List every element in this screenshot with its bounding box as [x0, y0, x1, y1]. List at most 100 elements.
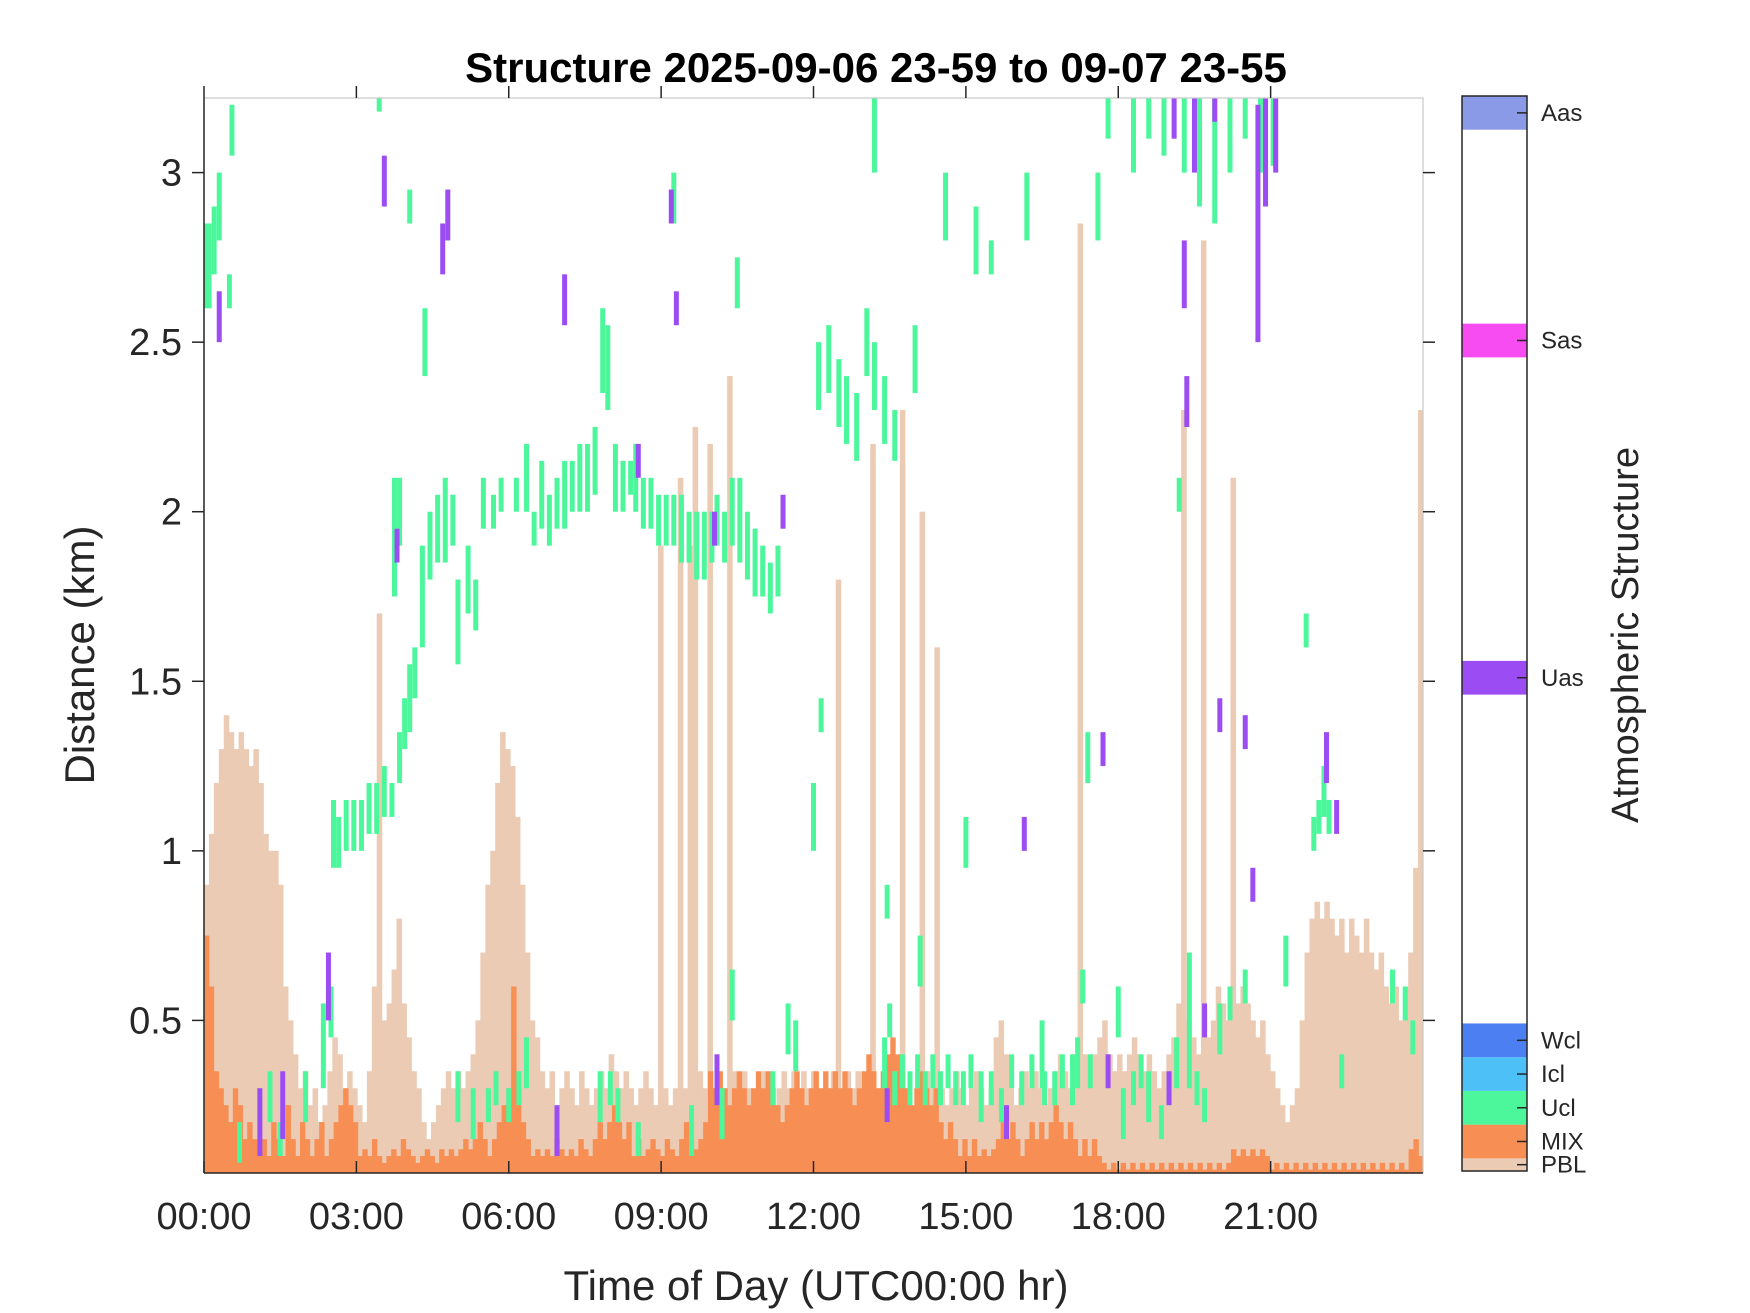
mix-column — [1269, 1169, 1275, 1173]
pbl-column — [1348, 918, 1355, 1173]
ucl-segment — [1410, 1020, 1416, 1055]
pbl-column — [490, 850, 496, 1173]
ucl-segment — [435, 494, 441, 563]
pbl-column — [608, 1054, 615, 1173]
ucl-segment — [531, 511, 537, 546]
mix-column — [487, 1156, 493, 1173]
uas-segment — [554, 1105, 560, 1157]
pbl-column — [579, 1071, 585, 1173]
mix-column — [640, 1156, 647, 1173]
mix-column — [419, 1156, 426, 1173]
mix-column — [1250, 1149, 1256, 1173]
uas-segment — [394, 528, 400, 563]
mix-column — [837, 1088, 843, 1173]
ucl-segment — [943, 172, 949, 241]
mix-column — [1183, 1169, 1189, 1173]
pbl-column — [322, 1105, 328, 1173]
mix-column — [635, 1139, 642, 1173]
mix-column — [1053, 1105, 1059, 1173]
ucl-segment — [1326, 799, 1332, 834]
ucl-segment — [607, 1071, 613, 1106]
pbl-column — [1309, 918, 1316, 1173]
mix-column — [1173, 1169, 1179, 1173]
mix-column — [299, 1122, 306, 1173]
ucl-segment — [844, 376, 850, 444]
pbl-column — [584, 1088, 590, 1173]
pbl-column — [268, 850, 274, 1173]
ucl-segment — [1039, 1020, 1045, 1089]
mix-column — [895, 1054, 901, 1173]
colorbar-tick-label: Icl — [1541, 1061, 1565, 1088]
mix-column — [971, 1139, 978, 1173]
ucl-segment — [1174, 1037, 1180, 1089]
pbl-column — [954, 1071, 960, 1173]
chart-title: Structure 2025-09-06 23-59 to 09-07 23-5… — [465, 44, 1287, 91]
pbl-column — [1279, 1105, 1286, 1173]
pbl-column — [376, 613, 383, 1173]
mix-column — [1211, 1169, 1218, 1173]
mix-column — [914, 1088, 920, 1173]
mix-column — [1149, 1162, 1155, 1173]
x-tick-label: 06:00 — [461, 1196, 556, 1238]
uas-segment — [1171, 98, 1177, 139]
mix-column — [323, 1156, 330, 1173]
mix-column — [751, 1088, 757, 1173]
mix-column — [1255, 1156, 1261, 1173]
pbl-column — [258, 783, 264, 1173]
ucl-segment — [376, 98, 382, 112]
mix-column — [1245, 1156, 1251, 1173]
mix-column — [439, 1149, 445, 1173]
mix-column — [511, 986, 517, 1173]
mix-column — [1274, 1162, 1280, 1173]
ucl-segment — [1019, 1071, 1025, 1106]
mix-column — [1418, 1156, 1423, 1173]
ucl-segment — [671, 494, 677, 546]
mix-column — [1120, 1162, 1127, 1173]
mix-column — [943, 1139, 949, 1173]
mix-column — [1029, 1122, 1035, 1173]
mix-column — [621, 1139, 627, 1173]
pbl-column — [243, 749, 250, 1173]
pbl-column — [421, 1122, 427, 1173]
ucl-segment — [592, 426, 598, 495]
pbl-column — [278, 884, 284, 1173]
ucl-segment — [1042, 1071, 1048, 1106]
pbl-column — [978, 1088, 985, 1173]
mix-column — [1096, 1156, 1103, 1173]
colorbar-swatch-pbl — [1462, 1158, 1527, 1171]
uas-segment — [325, 952, 331, 1021]
colorbar-tick-label: MIX — [1541, 1128, 1584, 1155]
ucl-segment — [1130, 1071, 1136, 1106]
mix-column — [957, 1156, 963, 1173]
pbl-column — [1062, 1071, 1069, 1173]
mix-column — [1072, 1139, 1079, 1173]
uas-segment — [1242, 715, 1248, 750]
mix-column — [1010, 1122, 1016, 1173]
pbl-column — [1339, 918, 1345, 1173]
pbl-column — [381, 1020, 388, 1173]
mix-column — [1235, 1156, 1242, 1173]
uas-segment — [1324, 732, 1329, 784]
pbl-column — [1388, 1003, 1394, 1173]
mix-column — [880, 1071, 887, 1173]
ucl-segment — [729, 969, 735, 1021]
y-tick-label: 3 — [161, 153, 182, 195]
mix-column — [976, 1156, 983, 1173]
pbl-column — [534, 1037, 541, 1173]
x-axis: 00:00 03:00 06:00 09:00 12:00 15:00 18:00 21:00 — [156, 86, 1423, 1238]
ucl-segment — [539, 460, 545, 529]
pbl-column — [1418, 409, 1423, 1173]
pbl-column — [1210, 1020, 1217, 1173]
uas-segment — [445, 189, 451, 241]
pbl-column — [692, 426, 699, 1173]
mix-column — [247, 1122, 253, 1173]
pbl-column — [401, 1003, 407, 1173]
mix-column — [875, 1088, 882, 1173]
y-tick-label: 0.5 — [129, 1000, 182, 1042]
mix-column — [770, 1088, 776, 1173]
x-tick-label: 15:00 — [918, 1196, 1013, 1238]
mix-column — [477, 1122, 483, 1173]
mix-column — [328, 1139, 335, 1173]
ucl-segment — [648, 477, 654, 529]
mix-column — [544, 1149, 551, 1173]
